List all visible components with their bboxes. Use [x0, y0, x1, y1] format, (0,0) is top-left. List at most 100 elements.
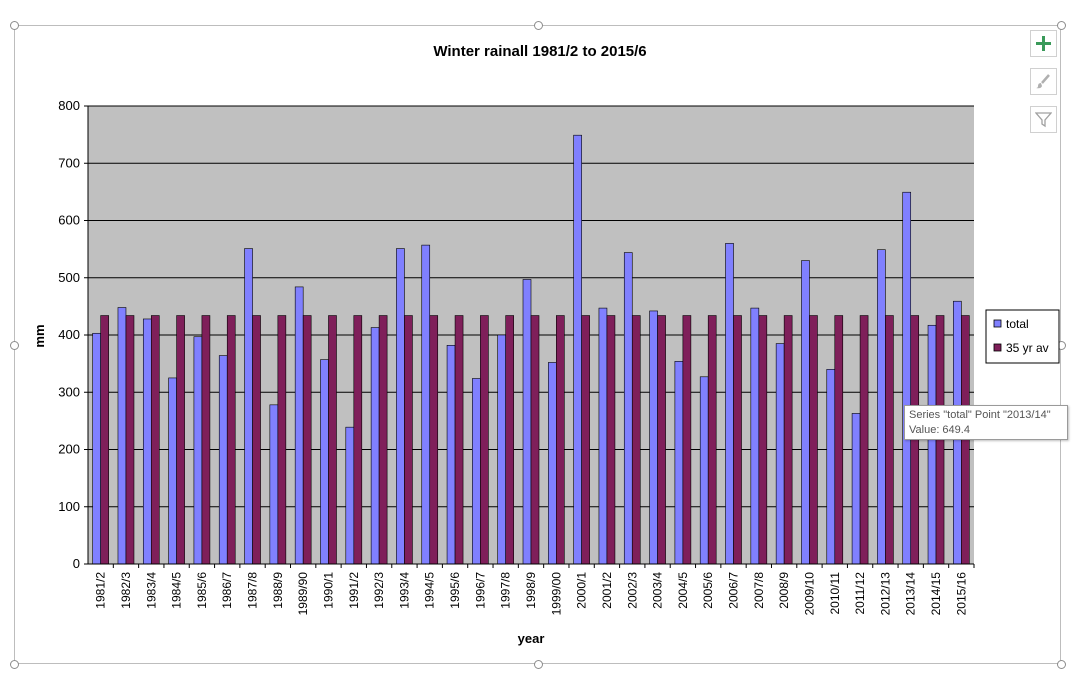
x-tick-label: 2003/4	[651, 572, 665, 609]
bar-35-yr-av[interactable]	[277, 315, 287, 565]
resize-handle-top-middle[interactable]	[534, 21, 543, 30]
x-tick-label: 1997/8	[499, 572, 513, 609]
x-tick-label: 1998/9	[524, 572, 538, 609]
bar-total[interactable]	[193, 336, 203, 565]
y-tick-label: 400	[58, 327, 80, 342]
bar-total[interactable]	[826, 369, 836, 565]
resize-handle-top-right[interactable]	[1057, 21, 1066, 30]
bar-total[interactable]	[320, 359, 329, 565]
bar-total[interactable]	[522, 279, 532, 565]
bar-35-yr-av[interactable]	[480, 315, 489, 565]
bar-35-yr-av[interactable]	[707, 315, 717, 565]
chart-title[interactable]: Winter rainall 1981/2 to 2015/6	[433, 43, 646, 60]
y-tick-label: 200	[58, 442, 80, 457]
bar-35-yr-av[interactable]	[682, 315, 692, 565]
bar-total[interactable]	[117, 307, 127, 565]
x-tick-label: 1983/4	[144, 572, 158, 609]
bar-total[interactable]	[598, 307, 608, 565]
legend-label-35-yr-av: 35 yr av	[1006, 341, 1049, 355]
bar-total[interactable]	[851, 413, 861, 565]
bar-total[interactable]	[902, 191, 912, 565]
chart-elements-button[interactable]	[1030, 30, 1057, 57]
filter-icon	[1035, 112, 1052, 128]
resize-handle-bottom-left[interactable]	[10, 660, 19, 669]
x-tick-label: 1993/4	[397, 572, 411, 609]
resize-handle-top-left[interactable]	[10, 21, 19, 30]
x-tick-label: 1981/2	[94, 572, 108, 609]
bar-35-yr-av[interactable]	[252, 315, 261, 565]
bar-35-yr-av[interactable]	[302, 315, 312, 565]
legend-swatch-35-yr-av	[993, 343, 1002, 352]
bar-35-yr-av[interactable]	[657, 315, 666, 565]
bar-total[interactable]	[142, 318, 152, 565]
bar-35-yr-av[interactable]	[783, 315, 793, 565]
bar-35-yr-av[interactable]	[859, 315, 869, 565]
bar-total[interactable]	[244, 248, 253, 565]
bar-35-yr-av[interactable]	[581, 315, 590, 565]
bar-35-yr-av[interactable]	[454, 315, 464, 565]
bar-35-yr-av[interactable]	[100, 315, 109, 565]
bar-total[interactable]	[775, 343, 785, 565]
y-tick-label: 300	[58, 384, 80, 399]
legend[interactable]: total 35 yr av	[985, 309, 1060, 364]
bar-35-yr-av[interactable]	[125, 315, 135, 565]
tooltip-value-line: Value: 649.4	[909, 424, 970, 436]
bar-35-yr-av[interactable]	[201, 315, 211, 565]
bar-35-yr-av[interactable]	[429, 315, 439, 565]
bar-35-yr-av[interactable]	[885, 315, 894, 565]
bar-total[interactable]	[649, 310, 658, 565]
bar-total[interactable]	[699, 376, 709, 565]
bar-total[interactable]	[927, 324, 937, 565]
plus-icon	[1036, 36, 1051, 51]
chart-styles-button[interactable]	[1030, 68, 1057, 95]
data-point-tooltip: Series "total" Point "2013/14" Value: 64…	[904, 405, 1068, 440]
bar-total[interactable]	[750, 307, 760, 565]
bar-total[interactable]	[218, 355, 228, 565]
bar-total[interactable]	[269, 404, 279, 565]
bar-total[interactable]	[446, 345, 456, 565]
bar-35-yr-av[interactable]	[176, 315, 185, 565]
bar-total[interactable]	[877, 249, 886, 565]
bar-35-yr-av[interactable]	[505, 315, 514, 565]
bar-35-yr-av[interactable]	[226, 315, 236, 565]
resize-handle-bottom-right[interactable]	[1057, 660, 1066, 669]
bar-35-yr-av[interactable]	[353, 315, 363, 565]
chart-filters-button[interactable]	[1030, 106, 1057, 133]
x-tick-label: 2007/8	[752, 572, 766, 609]
x-tick-label: 2014/15	[929, 572, 943, 616]
resize-handle-middle-left[interactable]	[10, 341, 19, 350]
bar-total[interactable]	[370, 327, 380, 565]
bar-total[interactable]	[623, 252, 633, 565]
bar-total[interactable]	[497, 334, 506, 565]
resize-handle-bottom-middle[interactable]	[534, 660, 543, 669]
bar-total[interactable]	[801, 260, 810, 565]
bar-35-yr-av[interactable]	[530, 315, 540, 565]
bar-35-yr-av[interactable]	[809, 315, 818, 565]
bar-35-yr-av[interactable]	[150, 315, 160, 565]
bar-total[interactable]	[294, 286, 304, 565]
bar-total[interactable]	[345, 426, 355, 565]
bar-total[interactable]	[472, 378, 481, 565]
y-tick-label: 700	[58, 155, 80, 170]
y-axis-ticks: 0 100 200 300 400 500 600 700 800	[58, 98, 88, 571]
bar-total[interactable]	[168, 377, 177, 565]
bar-total[interactable]	[396, 248, 405, 565]
bar-35-yr-av[interactable]	[378, 315, 388, 565]
bar-total[interactable]	[548, 362, 557, 565]
bar-35-yr-av[interactable]	[556, 315, 565, 565]
bar-35-yr-av[interactable]	[631, 315, 641, 565]
bar-total[interactable]	[92, 332, 101, 565]
bar-total[interactable]	[725, 243, 734, 565]
bar-35-yr-av[interactable]	[834, 315, 844, 565]
bar-total[interactable]	[674, 361, 684, 565]
bar-35-yr-av[interactable]	[404, 315, 413, 565]
bar-35-yr-av[interactable]	[328, 315, 337, 565]
bar-total[interactable]	[421, 244, 431, 565]
x-tick-label: 1994/5	[423, 572, 437, 609]
bar-35-yr-av[interactable]	[606, 315, 616, 565]
bar-35-yr-av[interactable]	[758, 315, 768, 565]
x-tick-label: 1990/1	[321, 572, 335, 609]
bar-35-yr-av[interactable]	[733, 315, 742, 565]
bar-total[interactable]	[573, 134, 582, 565]
